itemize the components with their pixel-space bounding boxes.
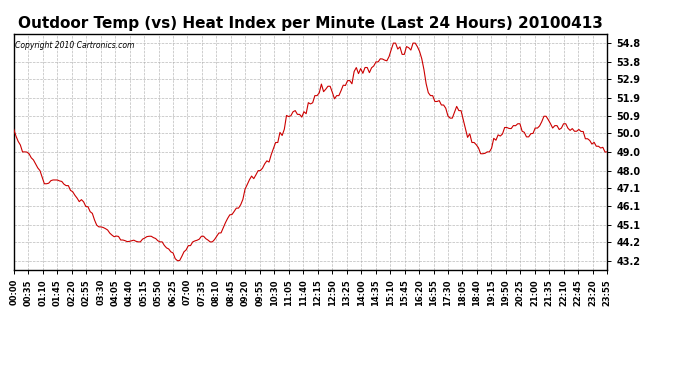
Title: Outdoor Temp (vs) Heat Index per Minute (Last 24 Hours) 20100413: Outdoor Temp (vs) Heat Index per Minute … [18,16,603,31]
Text: Copyright 2010 Cartronics.com: Copyright 2010 Cartronics.com [15,41,135,50]
